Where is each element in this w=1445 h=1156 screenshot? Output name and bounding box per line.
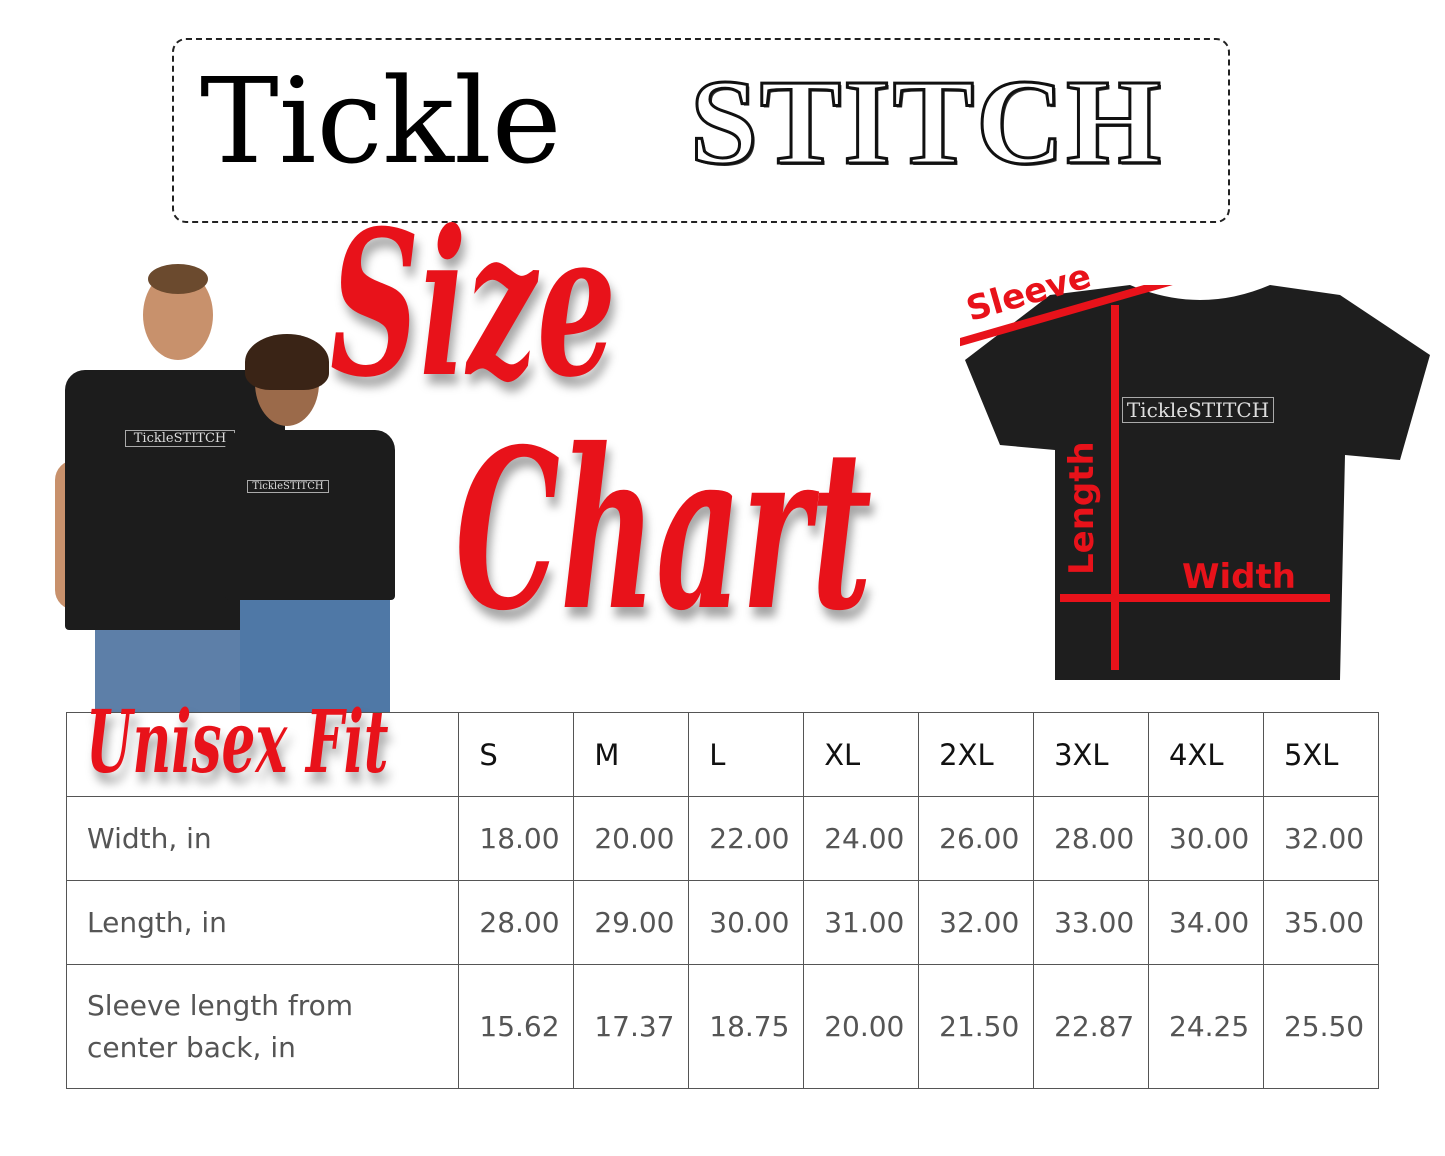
- cell: 28.00: [1033, 796, 1149, 881]
- row-label: Sleeve length from center back, in: [65, 964, 460, 1089]
- cell: 24.00: [803, 796, 920, 881]
- cell: 30.00: [688, 880, 805, 965]
- cell: 26.00: [918, 796, 1035, 881]
- unisex-fit-label: Unisex Fit: [86, 692, 389, 793]
- size-header: 3XL: [1033, 712, 1149, 797]
- title-size: Size: [330, 187, 616, 422]
- cell: 20.00: [803, 964, 920, 1089]
- tshirt-shape: [948, 269, 1430, 680]
- size-header: 4XL: [1148, 712, 1264, 797]
- table-row-width: Width, in 18.00 20.00 22.00 24.00 26.00 …: [65, 796, 1380, 881]
- cell: 33.00: [1033, 880, 1149, 965]
- cell: 22.00: [688, 796, 805, 881]
- cell: 18.75: [688, 964, 805, 1089]
- cell: 30.00: [1148, 796, 1264, 881]
- size-header: S: [458, 712, 575, 797]
- size-header: M: [573, 712, 690, 797]
- size-header: L: [688, 712, 805, 797]
- shirt-print-man: TickleSTITCH: [125, 430, 235, 447]
- size-header-row: S M L XL 2XL 3XL 4XL 5XL: [65, 712, 1380, 797]
- corner-cell: [65, 712, 460, 797]
- width-label: Width: [1182, 557, 1296, 597]
- title-chart: Chart: [455, 400, 873, 659]
- table-row-sleeve: Sleeve length from center back, in 15.62…: [65, 964, 1380, 1089]
- size-header: 5XL: [1262, 712, 1380, 797]
- row-label: Length, in: [65, 880, 460, 965]
- cell: 28.00: [458, 880, 575, 965]
- cell: 29.00: [573, 880, 690, 965]
- length-label: Length: [1062, 441, 1102, 575]
- cell: 32.00: [1262, 796, 1380, 881]
- table-row-length: Length, in 28.00 29.00 30.00 31.00 32.00…: [65, 880, 1380, 965]
- cell: 25.50: [1262, 964, 1380, 1089]
- brand-logo-stitch: STITCH: [688, 55, 1164, 190]
- brand-logo-tickle: Tickle: [200, 52, 562, 190]
- cell: 18.00: [458, 796, 575, 881]
- models-photo: TickleSTITCH TickleSTITCH: [55, 260, 425, 712]
- sleeve-line: [948, 269, 1202, 349]
- row-label: Width, in: [65, 796, 460, 881]
- cell: 20.00: [573, 796, 690, 881]
- cell: 34.00: [1148, 880, 1264, 965]
- cell: 32.00: [918, 880, 1035, 965]
- cell: 35.00: [1262, 880, 1380, 965]
- cell: 15.62: [458, 964, 575, 1089]
- size-header: XL: [803, 712, 920, 797]
- tshirt-diagram: TickleSTITCH Sleeve Length Width: [948, 256, 1435, 685]
- cell: 24.25: [1148, 964, 1264, 1089]
- logo-frame: [172, 38, 1230, 223]
- size-header: 2XL: [918, 712, 1035, 797]
- shirt-print-diagram: TickleSTITCH: [1122, 397, 1274, 423]
- cell: 21.50: [918, 964, 1035, 1089]
- shirt-print-woman: TickleSTITCH: [247, 480, 329, 493]
- cell: 31.00: [803, 880, 920, 965]
- cell: 17.37: [573, 964, 690, 1089]
- size-table: S M L XL 2XL 3XL 4XL 5XL Width, in 18.00…: [65, 712, 1380, 1089]
- cell: 22.87: [1033, 964, 1149, 1089]
